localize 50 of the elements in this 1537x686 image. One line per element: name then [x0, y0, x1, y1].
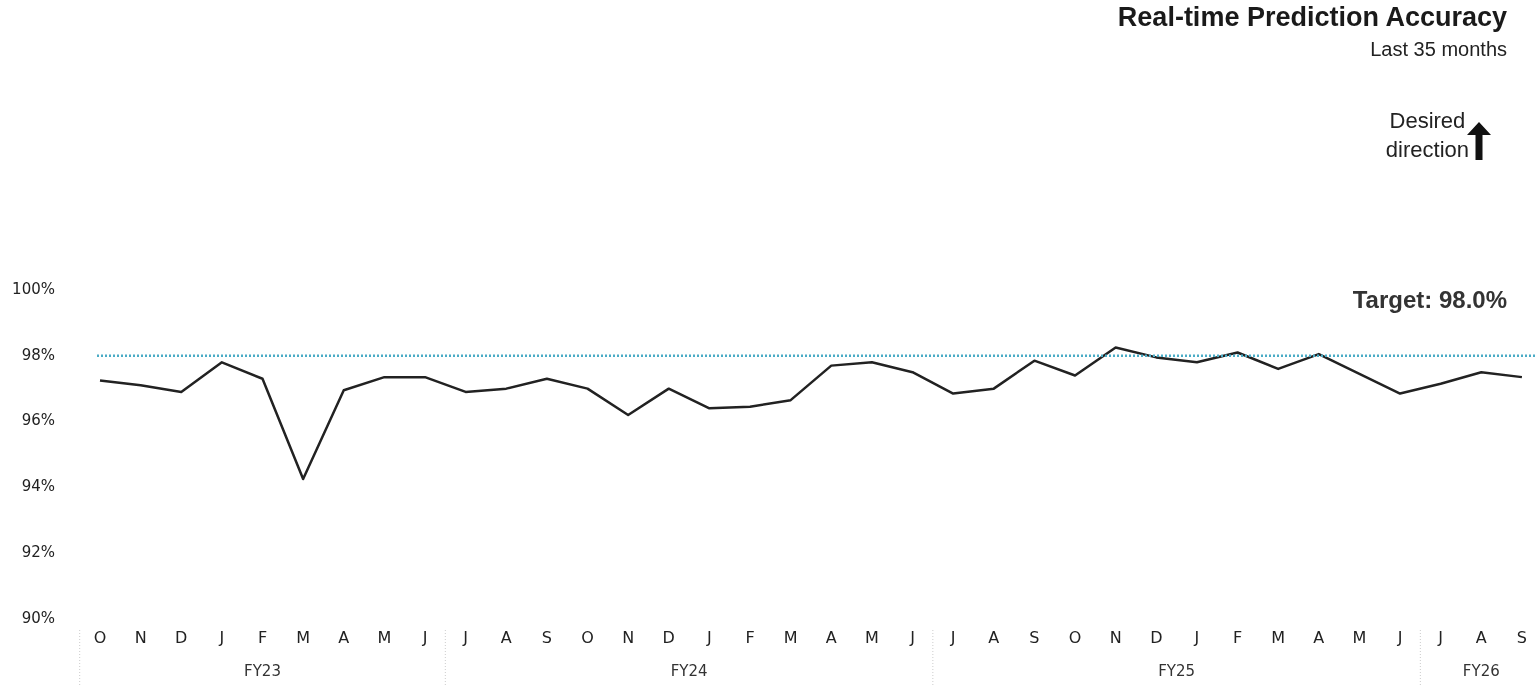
x-tick-label: A	[1313, 627, 1325, 647]
x-tick-label: A	[825, 627, 837, 647]
x-tick-label: J	[218, 627, 225, 647]
x-tick-label: M	[1352, 627, 1367, 647]
text: FY25	[1158, 661, 1196, 680]
x-tick-label: F	[257, 627, 268, 647]
x-tick-label: S	[541, 627, 552, 647]
x-tick-label: J	[462, 627, 468, 647]
x-tick-label: M	[377, 627, 392, 647]
y-tick-label: 94%	[21, 477, 55, 496]
x-tick-label: O	[93, 627, 107, 647]
x-tick-label: J	[421, 627, 428, 647]
x-tick-label: J	[949, 627, 956, 647]
x-tick-label: D	[1150, 627, 1163, 647]
x-tick-label: F	[745, 627, 755, 647]
y-tick-label: 98%	[21, 345, 55, 364]
x-tick-label: D	[175, 627, 188, 647]
x-tick-label: M	[1271, 627, 1286, 647]
y-tick-label: 92%	[21, 542, 55, 561]
chart-title: Real-time Prediction Accuracy	[1117, 2, 1507, 33]
x-tick-label: M	[783, 627, 798, 647]
x-tick-label: J	[909, 627, 915, 647]
x-tick-label: D	[662, 627, 675, 647]
y-tick-label: 100%	[12, 279, 55, 298]
text: Desired direction	[1385, 107, 1469, 164]
text: FY23	[244, 661, 281, 680]
x-tick-label: N	[134, 627, 147, 647]
x-tick-label: A	[338, 627, 350, 647]
x-tick-label: J	[1437, 627, 1444, 647]
x-tick-label: M	[296, 627, 311, 647]
chart-subtitle: Last 35 months	[1370, 38, 1507, 61]
x-tick-label: O	[581, 627, 594, 647]
x-tick-label: A	[1475, 627, 1487, 647]
text: FY24	[670, 661, 708, 680]
x-tick-label: S	[1029, 627, 1040, 647]
x-tick-label: S	[1516, 627, 1527, 647]
x-tick-label: J	[1193, 627, 1200, 647]
x-tick-label: A	[500, 627, 512, 647]
y-tick-label: 96%	[21, 411, 55, 430]
x-tick-label: A	[988, 627, 1000, 647]
x-tick-label: N	[622, 627, 635, 647]
x-tick-label: J	[1396, 627, 1403, 647]
x-tick-label: F	[1232, 627, 1243, 647]
x-tick-label: J	[706, 627, 712, 647]
text: FY26	[1462, 661, 1500, 680]
x-tick-label: M	[864, 627, 879, 647]
ref-line-label: Target: 98.0%	[1352, 286, 1507, 314]
x-tick-label: N	[1109, 627, 1122, 647]
x-tick-label: O	[1068, 627, 1082, 647]
y-tick-label: 90%	[21, 608, 55, 627]
